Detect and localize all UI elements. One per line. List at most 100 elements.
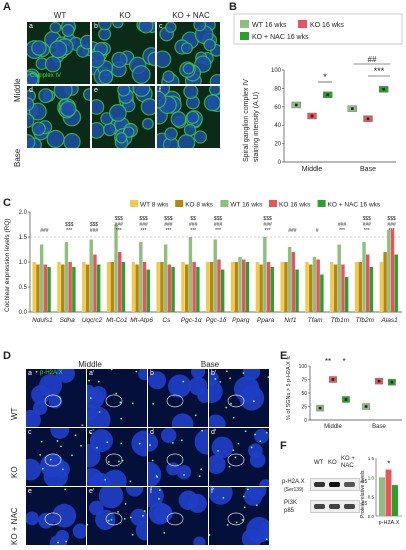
y-tick-label: 0 [278,160,282,166]
bar [379,477,385,516]
tile-label: a' [89,370,95,377]
bar [89,239,93,312]
tile-label: b' [211,370,217,377]
x-category-label: Pgc-1α [181,317,202,324]
micrograph-tile: c [157,22,220,84]
micrograph-tile: f [148,487,208,545]
legend-swatch [240,32,249,40]
sig-label: ### [387,222,396,228]
x-category-label: Middle [302,166,323,173]
sig-label: ### [139,222,148,228]
y-tick-label: 0.5 [19,285,28,291]
marker-15: -15 [360,479,368,485]
band-ko-pi3k [329,504,340,509]
micrograph-tile: e [26,487,86,545]
x-category-label: Pparg [232,317,250,324]
mean-point [310,114,314,118]
tile-label: a [29,23,33,30]
bar [385,469,392,516]
sig-label: $$$ [65,222,74,228]
bar [394,254,398,312]
micrograph-tile: b' [209,369,269,427]
sig-label: # [316,228,319,234]
band-wt-ph2ax [314,482,325,487]
chart-e-foci: % of SGNs > 5 p-H2A.X foci 0 25 50 75 100 Midd… [286,356,402,430]
bar [121,262,126,312]
bar [131,262,136,312]
row-label-wt: WT [10,407,19,420]
sig-label: *** [374,66,385,76]
bar [106,262,111,312]
tile-label: c' [89,429,94,436]
micrograph-tile: c [26,428,86,486]
y-tick-label: 1.0 [368,475,375,480]
bar [383,252,387,312]
legend-swatch [240,20,249,28]
lane-label-ko-nac: KO + NAC [341,456,355,469]
sig-label: *** [190,228,196,234]
chart-f-protein: Protein relative levels 0.0 0.5 1.0 1.5 p-H2A… [360,456,402,526]
bar [362,242,366,312]
sig-label: ### [189,222,198,228]
bar [118,252,122,312]
tile-label: c [159,23,163,30]
tile-label: b [150,370,154,377]
y-tick-label: 2.0 [19,210,28,216]
panel-letter-a: A [3,1,11,13]
bar [295,269,299,312]
mean-point [382,88,385,91]
row-label-middle: Middle [13,78,22,102]
mean-point [318,406,322,410]
y-tick-label: 60 [274,105,281,111]
row-label-base: Base [13,148,22,167]
panel-letter-e: E [280,350,288,362]
y-tick-label: 100 [299,364,308,370]
tile-label: f' [211,488,215,495]
bar [57,262,61,312]
bar [185,264,189,312]
bar [287,247,292,312]
panel-letter-c: C [3,197,11,209]
blot-pi3k-strip [310,500,360,513]
micrograph-tile: e [92,86,155,148]
mean-point [351,107,354,110]
bar [72,267,76,312]
mean-point [364,405,368,408]
y-tick-label: 100 [271,68,282,74]
sig-label: ### [214,222,223,228]
bar [344,277,349,312]
band-label-p85: p85 [284,508,295,514]
sig-label: *** [339,228,345,234]
legend-label: WT 16 wks [252,22,287,29]
x-category-label: p-H2A.X [379,520,400,526]
legend-swatch [220,200,229,207]
sig-label: $$$ [387,216,396,222]
bar [320,274,324,312]
micrograph-tile: d' [209,428,269,486]
x-category-label: Base [372,424,386,430]
sig-label: *** [265,228,271,234]
sig-label: $$$ [139,216,148,222]
bar [358,262,363,312]
sig-label: * [387,460,390,469]
mean-point [331,378,335,381]
bar [209,262,214,312]
bar [255,262,260,312]
legend-label: WT 8 wks [140,202,169,209]
sig-label: $$ [190,216,196,222]
row-label-ko-nac: KO + NAC [10,507,19,545]
bar [333,264,338,312]
mean-point [390,380,394,384]
tile-label: a [28,370,32,377]
tile-label: e [94,87,98,94]
sig-label: $$$ [263,216,272,222]
bar [337,244,341,312]
y-tick-label: 75 [301,378,307,384]
bar [330,262,334,312]
x-category-label: Tfb1m [331,317,350,324]
bar [61,264,65,312]
sig-label: $$$ [115,216,124,222]
sig-label: ### [115,222,124,228]
bar [213,239,217,312]
x-category-label: Base [360,166,376,173]
